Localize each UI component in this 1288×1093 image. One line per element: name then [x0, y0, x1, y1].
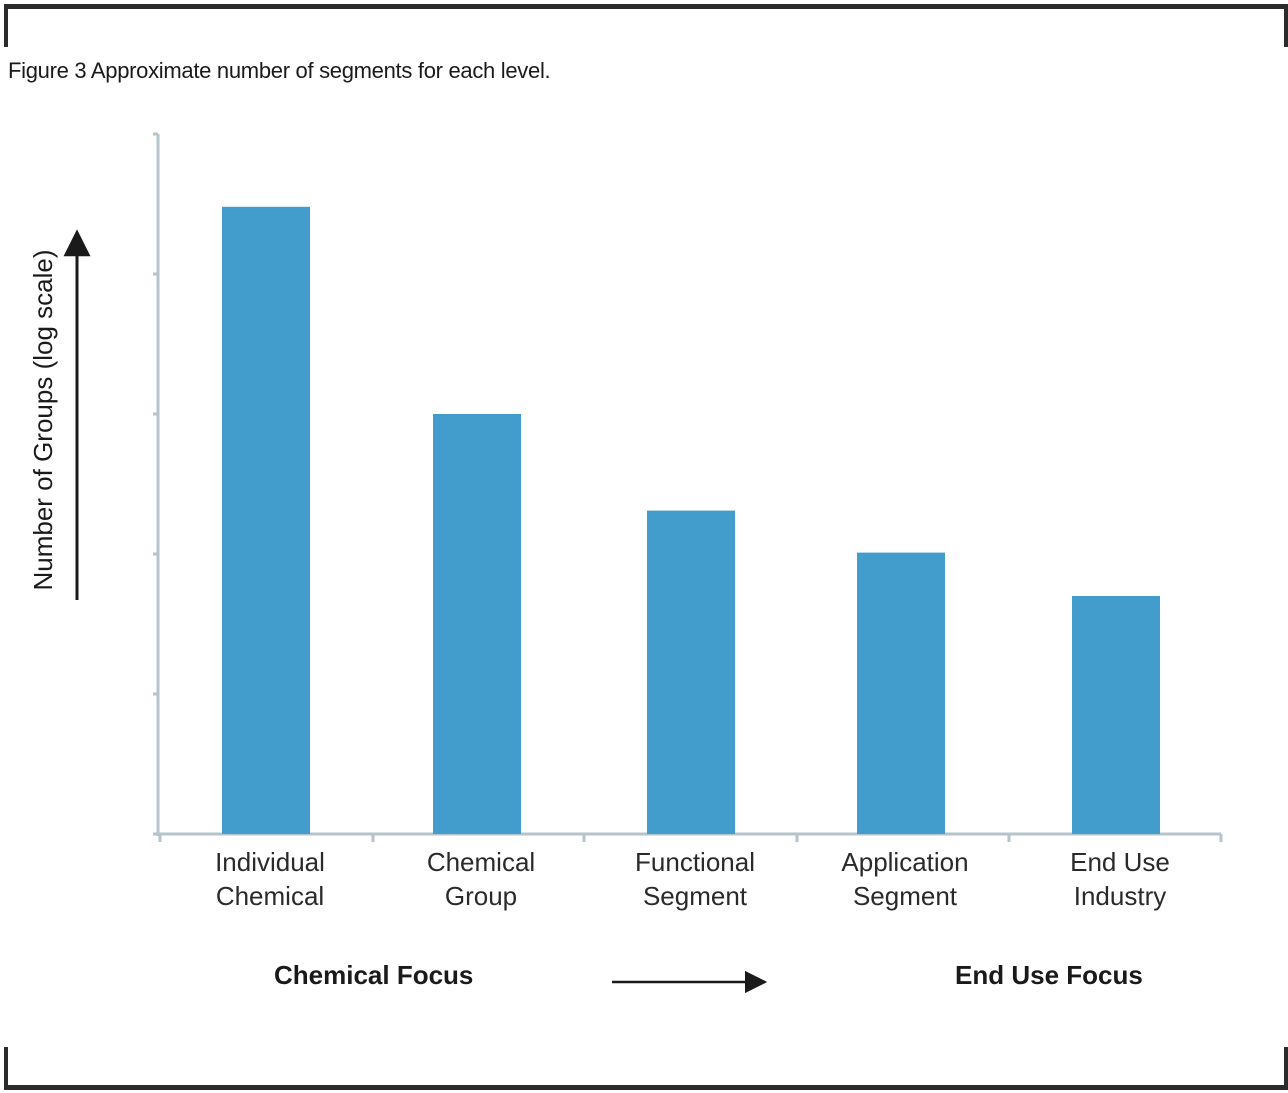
category-label-line: Group [444, 881, 518, 911]
bar-1 [433, 414, 521, 834]
figure-title: Figure 3 Approximate number of segments … [8, 58, 551, 83]
category-label-line: Industry [1073, 881, 1167, 911]
category-label-1: Chemical Group [371, 845, 591, 913]
category-label-line: Individual [215, 847, 325, 877]
bar-2 [647, 510, 735, 834]
category-label-line: Segment [852, 881, 958, 911]
frame-bottom-border [4, 1047, 1288, 1090]
bar-4 [1072, 596, 1160, 834]
frame-top-border [4, 4, 1288, 47]
chart-bars [222, 206, 1160, 835]
category-label-4: End Use Industry [1010, 845, 1230, 913]
chemical-focus-label: Chemical Focus [274, 960, 474, 990]
category-label-line: Segment [642, 881, 748, 911]
bar-3 [857, 552, 945, 834]
category-label-line: End Use [1070, 847, 1170, 877]
category-label-0: Individual Chemical [160, 845, 380, 913]
category-label-line: Functional [635, 847, 755, 877]
category-label-2: Functional Segment [585, 845, 805, 913]
bar-0 [222, 206, 310, 835]
category-label-line: Chemical [215, 881, 325, 911]
category-label-line: Application [841, 847, 969, 877]
category-label-line: Chemical [426, 847, 536, 877]
end-use-focus-label: End Use Focus [955, 960, 1143, 990]
category-label-3: Application Segment [795, 845, 1015, 913]
